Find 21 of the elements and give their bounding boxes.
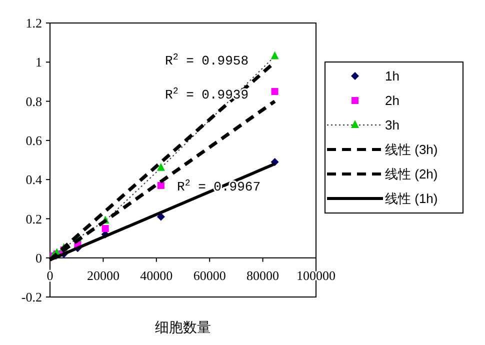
legend-label: 2h [385,93,400,108]
y-tick-label: 0.2 [26,211,42,226]
annotation: R$^{2}$ = 0.9958 [165,51,248,69]
x-tick-label: 20000 [86,268,120,283]
legend-label: 线性 (2h) [385,166,438,182]
legend-label: 线性 (3h) [385,142,438,158]
annotation: R$^{2}$ = 0.9939 [165,85,248,103]
x-axis-title: 细胞数量 [155,319,211,335]
y-tick-label: 0 [36,250,42,266]
y-tick-label: 0.6 [26,132,42,148]
legend-label: 线性 (1h) [385,191,438,206]
y-tick-label: 1 [36,54,42,70]
y-tick-label: 1.2 [26,16,42,31]
y-tick-label: 0.4 [26,172,42,188]
legend-label: 1h [385,68,400,84]
x-tick-label: 80000 [246,268,280,283]
y-tick-label: -0.2 [21,290,42,305]
y-tick-label: 0.8 [26,94,42,109]
x-tick-label: 40000 [140,268,173,283]
legend-label: 3h [385,118,400,133]
x-tick-label: 60000 [193,268,226,283]
